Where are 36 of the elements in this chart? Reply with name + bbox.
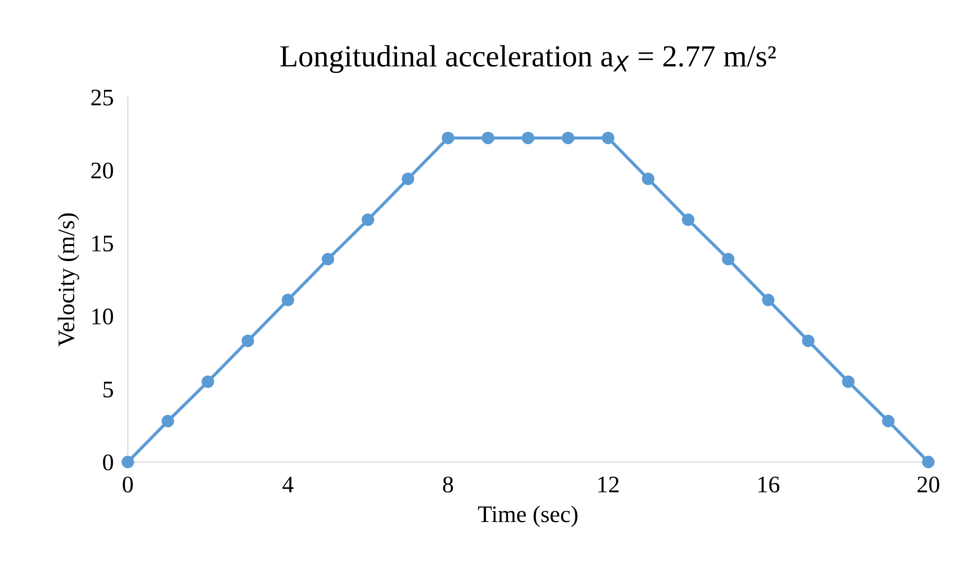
point [362,213,374,226]
point [882,414,895,428]
point [562,132,574,144]
point [162,414,174,428]
point [802,334,814,348]
point [122,456,134,468]
x-axis-title: Time (sec) [478,506,578,528]
y-tick-label: 5 [103,382,113,398]
point [242,334,254,348]
point [322,252,334,266]
y-tick-label: 25 [91,90,113,106]
point [722,252,734,266]
y-tick-label: 15 [92,236,113,252]
x-tick-label: 20 [918,476,940,492]
point [682,213,694,226]
x-tick-label: 12 [598,476,619,492]
y-tick-label: 20 [91,162,114,179]
y-tick-label: 10 [92,308,114,324]
x-tick-label: 4 [282,476,294,492]
point [522,132,534,144]
x-tick-label: 0 [122,476,133,492]
y-axis-title: Velocity (m/s) [58,213,80,346]
point [602,132,614,144]
point [482,132,494,144]
point [762,294,774,306]
point [922,456,935,468]
x-tick-label: 16 [758,476,780,492]
chart-title: Longitudinal acceleration a$_{X}$ = 2.77 m/s² [280,45,776,73]
point [202,375,214,388]
point [402,172,414,186]
point [282,294,294,306]
y-tick-label: 0 [103,454,114,470]
point [642,172,654,186]
point [442,132,454,144]
point [842,375,855,388]
x-tick-label: 8 [443,476,454,492]
